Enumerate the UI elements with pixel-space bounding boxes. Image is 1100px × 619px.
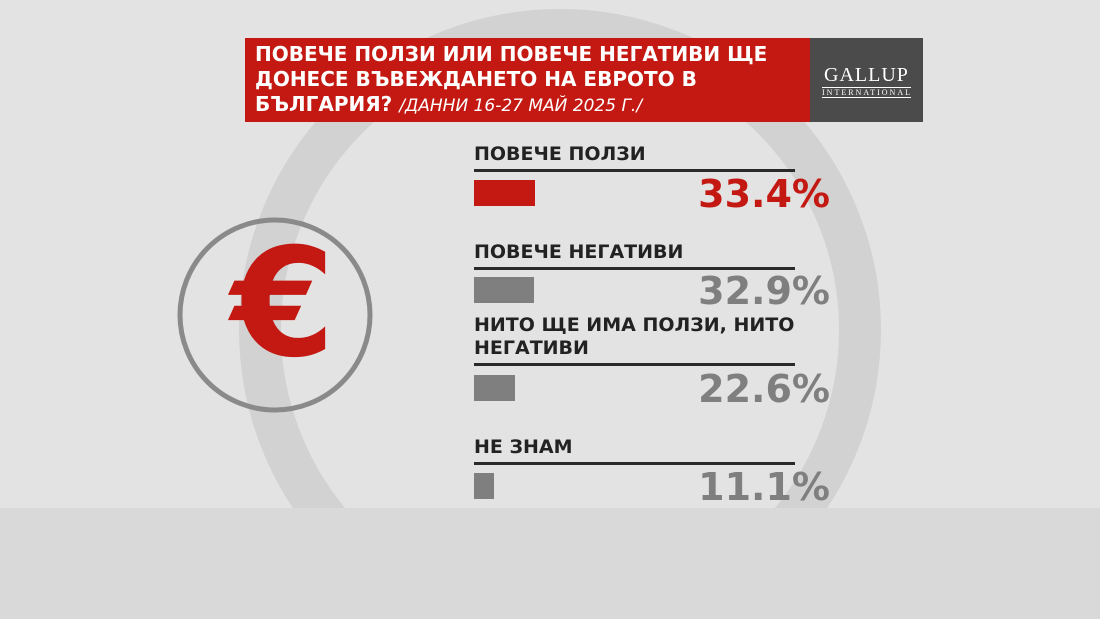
subtitle: /ДАННИ 16-27 МАЙ 2025 Г./ [399,96,643,116]
euro-circle [177,217,373,413]
category-label: НЕ ЗНАМ [474,436,795,465]
category-label: ПОВЕЧЕ НЕГАТИВИ [474,241,795,270]
logo-name: GALLUP [824,64,909,86]
title: ПОВЕЧЕ ПОЛЗИ ИЛИ ПОВЕЧЕ НЕГАТИВИ ЩЕ ДОНЕ… [255,42,768,116]
bar [474,473,495,499]
floor [0,508,1100,619]
euro-icon: € [228,217,335,391]
value-label: 32.9% [698,269,830,313]
value-label: 22.6% [698,367,830,411]
category-label: НИТО ЩЕ ИМА ПОЛЗИ, НИТО НЕГАТИВИ [474,314,795,366]
decor-ring [239,9,881,619]
logo-tagline: INTERNATIONAL [822,87,912,98]
bar [474,277,535,303]
logo: GALLUP INTERNATIONAL [810,38,923,122]
value-label: 11.1% [698,465,830,509]
bar [474,180,536,206]
value-label: 33.4% [698,172,830,216]
category-label: ПОВЕЧЕ ПОЛЗИ [474,143,795,172]
title-box: ПОВЕЧЕ ПОЛЗИ ИЛИ ПОВЕЧЕ НЕГАТИВИ ЩЕ ДОНЕ… [245,38,810,122]
bar [474,375,516,401]
